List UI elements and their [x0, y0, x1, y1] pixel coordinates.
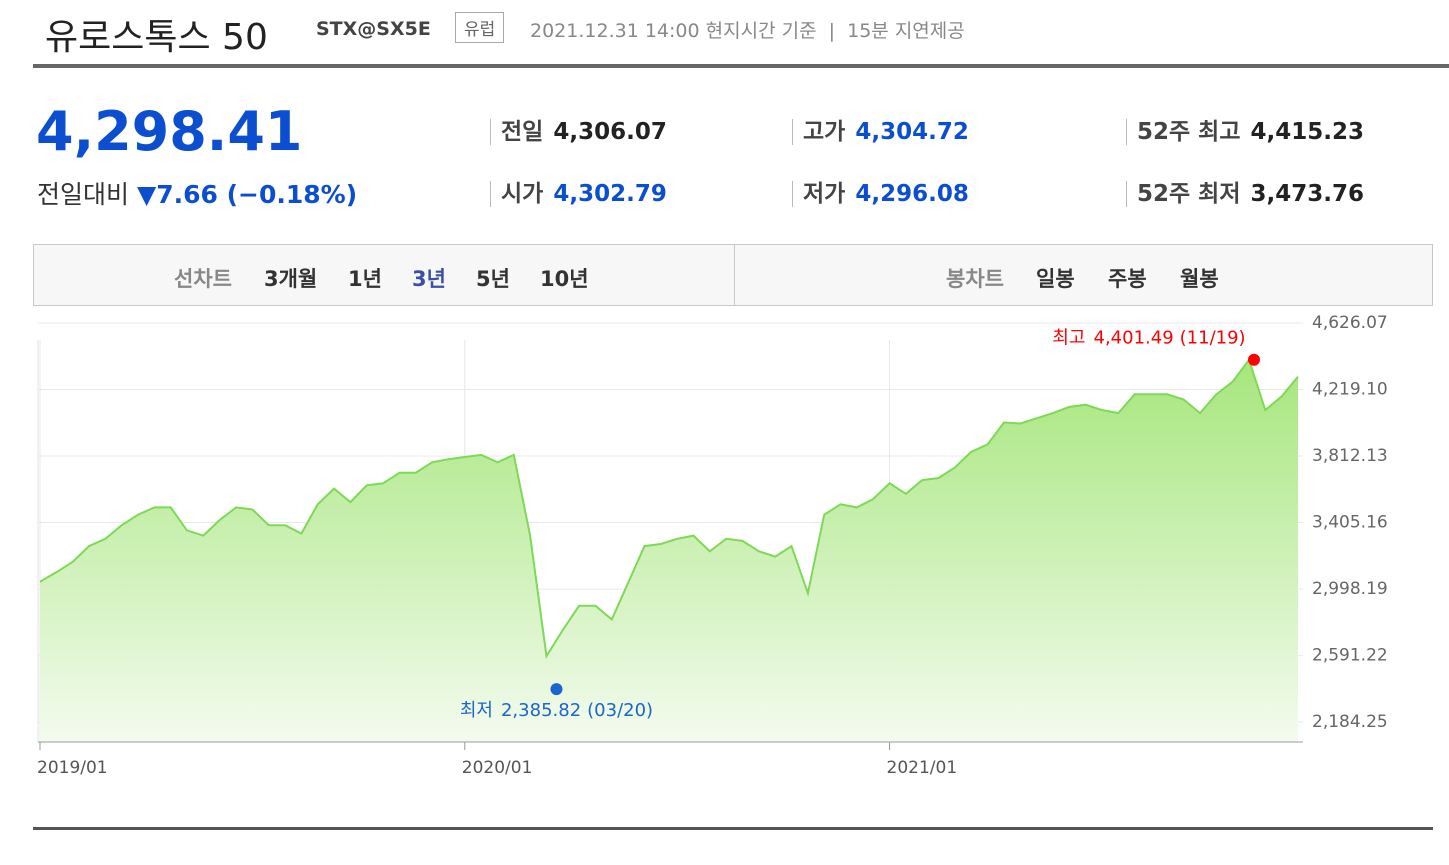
tab[interactable]: 월봉 — [1180, 267, 1219, 291]
change-value: 7.66 — [156, 180, 218, 209]
annotation-dot — [1247, 353, 1260, 366]
stat-label: 시가 — [490, 181, 544, 207]
y-tick-label: 4,626.07 — [1312, 313, 1388, 333]
stat-value: 4,296.08 — [855, 181, 969, 207]
annotation-name: 최저 — [460, 700, 493, 721]
tab-divider — [734, 245, 735, 305]
annotation-label: 최고 4,401.49 (11/19) — [1052, 328, 1245, 349]
region-badge: 유럽 — [455, 12, 505, 43]
code: STX@SX5E — [316, 18, 431, 40]
stat-label: 52주 최저 — [1126, 181, 1241, 207]
annotation-dot — [550, 683, 563, 696]
time-basis: 현지시간 기준 — [705, 20, 817, 42]
stat-label: 저가 — [792, 181, 846, 207]
y-tick-label: 2,998.19 — [1312, 579, 1388, 599]
time-info: 2021.12.31 14:00 현지시간 기준 | 15분 지연제공 — [530, 20, 965, 42]
candle-label: 봉차트 — [946, 267, 1004, 291]
divider — [33, 64, 1449, 68]
delay: 15분 지연제공 — [847, 20, 965, 42]
tab[interactable]: 1년 — [348, 267, 382, 291]
y-tick-label: 4,219.10 — [1312, 380, 1388, 400]
tab[interactable]: 10년 — [540, 267, 589, 291]
tabs: 선차트 봉차트 3개월 1년 3년 5년 10년 일봉 주봉 월봉 — [33, 244, 1433, 306]
annotation-value: 4,401.49 — [1094, 328, 1174, 349]
tab[interactable]: 5년 — [476, 267, 510, 291]
y-tick-label: 3,812.13 — [1312, 446, 1388, 466]
x-tick-label: 2019/01 — [37, 758, 108, 778]
tab[interactable]: 주봉 — [1108, 267, 1147, 291]
change: ▼7.66 (−0.18%) — [136, 180, 358, 209]
annotation-date: (11/19) — [1180, 328, 1246, 349]
stat-value: 3,473.76 — [1250, 181, 1365, 207]
stat: 시가 4,302.79 — [490, 174, 667, 208]
area — [40, 359, 1298, 742]
stat-value: 4,415.23 — [1250, 119, 1365, 145]
title: 유로스톡스 50 — [45, 17, 268, 58]
price: 4,298.41 — [36, 100, 303, 163]
stat: 52주 최저 3,473.76 — [1126, 174, 1364, 208]
stat-value: 4,304.72 — [855, 119, 969, 145]
change-label: 전일대비 — [37, 180, 130, 209]
annotation-label: 최저 2,385.82 (03/20) — [460, 700, 653, 721]
datetime: 2021.12.31 14:00 — [530, 20, 700, 42]
y-tick-label: 2,591.22 — [1312, 646, 1388, 666]
bottom-divider — [33, 827, 1433, 830]
stat-value: 4,302.79 — [553, 181, 667, 207]
change-row: 전일대비 ▼7.66 (−0.18%) — [37, 175, 357, 211]
line — [39, 357, 1299, 659]
stat-label: 전일 — [490, 119, 544, 145]
line-label: 선차트 — [174, 267, 232, 291]
stat: 고가 4,304.72 — [792, 112, 969, 146]
stat-value: 4,306.07 — [553, 119, 667, 145]
stat-label: 52주 최고 — [1126, 119, 1241, 145]
change-pct: (−0.18%) — [226, 180, 358, 209]
stat: 저가 4,296.08 — [792, 174, 969, 208]
tab[interactable]: 3년 — [412, 267, 446, 291]
stat-label: 고가 — [792, 119, 846, 145]
x-tick-label: 2020/01 — [462, 758, 533, 778]
tab[interactable]: 3개월 — [264, 267, 318, 291]
tab[interactable]: 일봉 — [1036, 267, 1075, 291]
annotation-name: 최고 — [1052, 328, 1085, 349]
y-tick-label: 3,405.16 — [1312, 513, 1388, 533]
stat: 전일 4,306.07 — [490, 112, 667, 146]
stat: 52주 최고 4,415.23 — [1126, 112, 1364, 146]
annotation-date: (03/20) — [587, 700, 653, 721]
y-tick-label: 2,184.25 — [1312, 712, 1388, 732]
x-tick-label: 2021/01 — [887, 758, 958, 778]
annotation-value: 2,385.82 — [501, 700, 581, 721]
